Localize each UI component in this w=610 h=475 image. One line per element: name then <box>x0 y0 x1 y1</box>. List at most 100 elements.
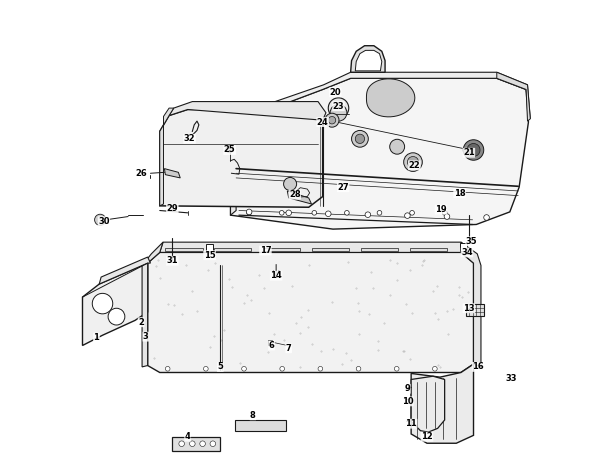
Circle shape <box>463 140 484 160</box>
Polygon shape <box>312 248 349 251</box>
Polygon shape <box>351 46 385 72</box>
Text: 2: 2 <box>138 318 144 327</box>
Bar <box>268 340 273 344</box>
Text: 19: 19 <box>435 205 447 214</box>
Circle shape <box>355 134 365 143</box>
Polygon shape <box>287 191 312 204</box>
Circle shape <box>95 214 106 226</box>
Text: 26: 26 <box>135 169 147 178</box>
Polygon shape <box>461 242 481 367</box>
Polygon shape <box>245 72 530 119</box>
Text: 22: 22 <box>409 161 420 170</box>
Polygon shape <box>410 248 447 251</box>
Circle shape <box>286 210 292 216</box>
Polygon shape <box>165 248 203 251</box>
Text: 35: 35 <box>466 237 478 246</box>
Circle shape <box>390 139 404 154</box>
Polygon shape <box>169 102 326 120</box>
Text: 9: 9 <box>404 384 411 393</box>
Text: 23: 23 <box>332 102 344 111</box>
Polygon shape <box>160 110 323 207</box>
Text: 6: 6 <box>268 341 274 350</box>
Polygon shape <box>82 263 148 345</box>
Text: 13: 13 <box>463 304 475 313</box>
Circle shape <box>165 366 170 371</box>
Circle shape <box>377 210 382 215</box>
Circle shape <box>190 441 195 446</box>
Polygon shape <box>411 376 445 432</box>
Circle shape <box>318 366 323 371</box>
Circle shape <box>108 308 125 325</box>
Circle shape <box>345 210 349 215</box>
Polygon shape <box>148 252 473 372</box>
Text: 8: 8 <box>250 411 256 420</box>
Polygon shape <box>173 437 220 451</box>
Polygon shape <box>231 111 248 215</box>
Polygon shape <box>355 50 382 71</box>
Polygon shape <box>235 420 286 431</box>
Polygon shape <box>99 257 151 284</box>
Polygon shape <box>214 248 251 251</box>
Circle shape <box>395 366 399 371</box>
Text: 34: 34 <box>461 248 473 257</box>
Polygon shape <box>497 72 530 121</box>
Text: 33: 33 <box>505 373 517 382</box>
Text: 14: 14 <box>270 271 282 280</box>
Polygon shape <box>361 248 398 251</box>
Text: 32: 32 <box>184 134 195 143</box>
Text: 12: 12 <box>421 432 433 441</box>
Text: 27: 27 <box>337 183 349 192</box>
Circle shape <box>404 153 422 171</box>
Polygon shape <box>142 242 163 367</box>
Circle shape <box>442 210 447 215</box>
Text: 3: 3 <box>143 332 149 341</box>
Polygon shape <box>231 78 528 229</box>
Text: 5: 5 <box>217 362 223 371</box>
Text: 4: 4 <box>185 432 191 441</box>
Circle shape <box>328 98 349 118</box>
Circle shape <box>330 104 347 121</box>
Text: 21: 21 <box>463 148 475 157</box>
Circle shape <box>407 156 418 168</box>
Circle shape <box>365 212 371 218</box>
Circle shape <box>279 210 284 215</box>
Circle shape <box>92 294 113 314</box>
Text: 28: 28 <box>289 190 301 199</box>
Circle shape <box>467 143 480 156</box>
Circle shape <box>432 366 437 371</box>
Text: 7: 7 <box>286 344 292 353</box>
Text: 20: 20 <box>329 88 341 97</box>
Text: 30: 30 <box>98 217 110 226</box>
Circle shape <box>246 209 252 215</box>
Text: 25: 25 <box>224 145 235 154</box>
Circle shape <box>200 441 206 446</box>
Circle shape <box>444 214 450 219</box>
Circle shape <box>242 366 246 371</box>
Polygon shape <box>263 248 300 251</box>
Polygon shape <box>99 217 107 223</box>
Bar <box>459 243 467 250</box>
Bar <box>465 304 484 316</box>
Circle shape <box>325 113 339 127</box>
Circle shape <box>284 178 296 190</box>
Circle shape <box>351 131 368 147</box>
Circle shape <box>356 366 361 371</box>
Circle shape <box>210 441 215 446</box>
Polygon shape <box>411 364 473 443</box>
Text: 1: 1 <box>93 333 99 342</box>
Text: 11: 11 <box>405 419 417 428</box>
Text: 24: 24 <box>317 117 329 126</box>
Bar <box>206 244 214 251</box>
Text: 10: 10 <box>401 397 413 406</box>
Polygon shape <box>367 79 415 117</box>
Text: 15: 15 <box>204 251 215 260</box>
Circle shape <box>404 213 410 219</box>
Circle shape <box>410 210 414 215</box>
Circle shape <box>247 210 251 215</box>
Circle shape <box>179 441 184 446</box>
Circle shape <box>280 366 284 371</box>
Text: 29: 29 <box>167 204 178 213</box>
Text: 18: 18 <box>454 189 465 198</box>
Polygon shape <box>160 242 473 252</box>
Circle shape <box>484 215 489 220</box>
